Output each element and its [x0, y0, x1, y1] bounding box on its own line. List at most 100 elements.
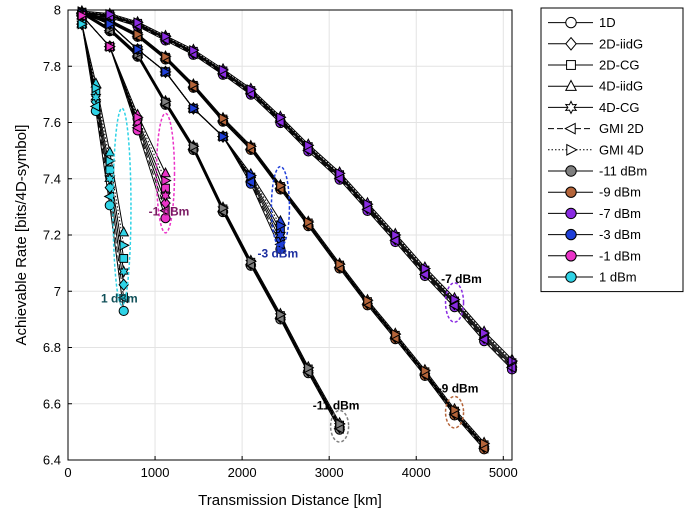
legend-box: [540, 7, 684, 293]
data-point: [363, 198, 374, 210]
data-point: [133, 28, 144, 40]
legend-entry: 2D-iidG: [548, 36, 643, 51]
series-line: [81, 24, 125, 272]
x-tick-label: 3000: [315, 465, 344, 480]
legend-entry: 4D-CG: [548, 100, 639, 115]
annotation-ellipse: [444, 395, 465, 429]
series-group: [75, 4, 519, 375]
data-point: [448, 300, 459, 312]
annotation-label: -11 dBm: [313, 398, 360, 412]
legend-marker: [565, 165, 577, 177]
data-point: [218, 131, 230, 143]
legend-label: -11 dBm: [599, 164, 647, 179]
y-tick-label: 7.8: [43, 59, 61, 74]
data-point: [159, 205, 170, 217]
legend-entry: -11 dBm: [548, 164, 647, 179]
data-point: [276, 220, 287, 232]
series-line: [81, 11, 513, 364]
data-point: [104, 200, 115, 211]
data-point: [244, 176, 255, 188]
series-line: [81, 10, 513, 360]
legend: 1D 2D-iidG 2D-CG 4D-iidG 4D-CG GMI 2D GMI 4D -1…: [540, 7, 684, 293]
legend-entry: GMI 4D: [548, 142, 644, 157]
data-point: [91, 82, 102, 94]
data-point: [77, 10, 89, 22]
annotation-label: -1 dBm: [149, 204, 190, 218]
y-tick-label: 6.4: [43, 453, 61, 468]
annotation-label: 1 dBm: [101, 292, 138, 306]
legend-label: 2D-iidG: [599, 36, 643, 51]
legend-marker: [565, 228, 577, 241]
data-point: [159, 189, 172, 203]
legend-entry: 1D: [548, 15, 616, 30]
annotation-label: -3 dBm: [257, 247, 298, 261]
legend-entry: -7 dBm: [548, 206, 641, 221]
legend-marker: [565, 271, 577, 283]
series-line: [81, 23, 125, 246]
data-point: [119, 239, 130, 251]
legend-entry: 4D-iidG: [548, 79, 643, 94]
y-tick-label: 7.4: [43, 171, 61, 186]
legend-entry: GMI 2D: [548, 121, 644, 136]
series-line: [81, 12, 513, 367]
y-tick-label: 8: [54, 3, 61, 18]
data-point: [335, 418, 346, 430]
data-point: [189, 140, 200, 152]
legend-marker: [564, 122, 576, 135]
data-point: [218, 64, 230, 76]
series-line: [81, 15, 166, 211]
data-point: [189, 44, 200, 56]
x-tick-label: 5000: [489, 465, 518, 480]
data-point: [189, 102, 200, 114]
data-point: [391, 328, 402, 340]
data-point: [507, 355, 519, 367]
data-point: [276, 309, 287, 321]
data-point: [304, 140, 315, 151]
series-line: [81, 14, 513, 370]
legend-entry: 2D-CG: [548, 58, 639, 73]
series-group: [75, 6, 287, 255]
legend-entry: -3 dBm: [548, 227, 641, 242]
data-point: [89, 100, 100, 112]
legend-marker: [565, 16, 577, 29]
series-line: [81, 12, 513, 365]
data-point: [161, 66, 172, 78]
legend-label: -9 dBm: [599, 185, 641, 200]
data-point: [335, 258, 346, 270]
legend-entry: -1 dBm: [548, 248, 641, 263]
data-point: [450, 293, 461, 305]
y-tick-label: 7: [54, 284, 61, 299]
data-point: [105, 155, 116, 167]
legend-label: 1 dBm: [599, 270, 637, 285]
data-point: [304, 362, 315, 374]
annotation-ellipse: [112, 107, 132, 307]
data-point: [119, 254, 129, 263]
data-point: [420, 263, 432, 275]
y-tick-label: 7.6: [43, 115, 61, 130]
x-tick-label: 2000: [228, 465, 257, 480]
series-line: [81, 24, 125, 311]
legend-marker: [564, 100, 578, 115]
legend-marker: [565, 207, 577, 220]
annotation-ellipse: [444, 282, 465, 323]
series-group: [75, 17, 130, 317]
data-point: [274, 228, 286, 242]
data-point: [246, 84, 257, 95]
data-point: [304, 216, 315, 228]
series-line: [81, 11, 513, 362]
legend-label: 4D-iidG: [599, 79, 643, 94]
legend-marker: [565, 250, 577, 262]
series-line: [81, 13, 513, 369]
legend-marker: [564, 79, 578, 91]
x-axis-label: Transmission Distance [km]: [198, 492, 382, 509]
series-layer: [75, 4, 519, 455]
y-axis-label: Achievable Rate [bits/4D-symbol]: [13, 125, 30, 346]
data-point: [189, 79, 200, 91]
data-point: [160, 167, 171, 178]
x-tick-label: 1000: [141, 465, 170, 480]
data-point: [276, 112, 287, 123]
legend-marker: [566, 143, 578, 156]
series-line: [81, 13, 485, 449]
series-line: [81, 13, 341, 429]
